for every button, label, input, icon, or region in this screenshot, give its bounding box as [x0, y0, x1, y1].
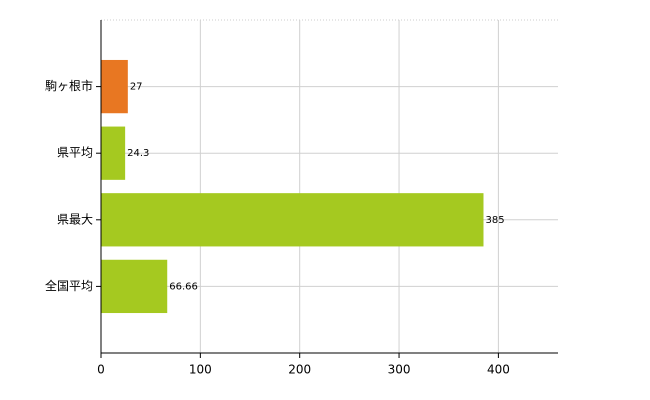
data-label: 24.3	[127, 148, 149, 159]
data-label: 385	[485, 215, 504, 226]
bar	[101, 126, 126, 180]
x-tick-label: 200	[288, 363, 311, 377]
x-tick-label: 100	[189, 363, 212, 377]
data-label: 66.66	[169, 281, 198, 292]
y-tick-label: 全国平均	[45, 278, 93, 293]
x-tick-label: 300	[388, 363, 411, 377]
x-tick-label: 400	[487, 363, 510, 377]
y-tick-label: 県最大	[57, 212, 93, 226]
data-label: 27	[130, 82, 143, 93]
bar	[101, 259, 168, 314]
bar	[101, 59, 128, 114]
x-tick-label: 0	[97, 363, 105, 377]
y-tick-label: 県平均	[57, 146, 93, 160]
bar	[101, 193, 484, 247]
y-tick-label: 駒ヶ根市	[45, 78, 93, 93]
